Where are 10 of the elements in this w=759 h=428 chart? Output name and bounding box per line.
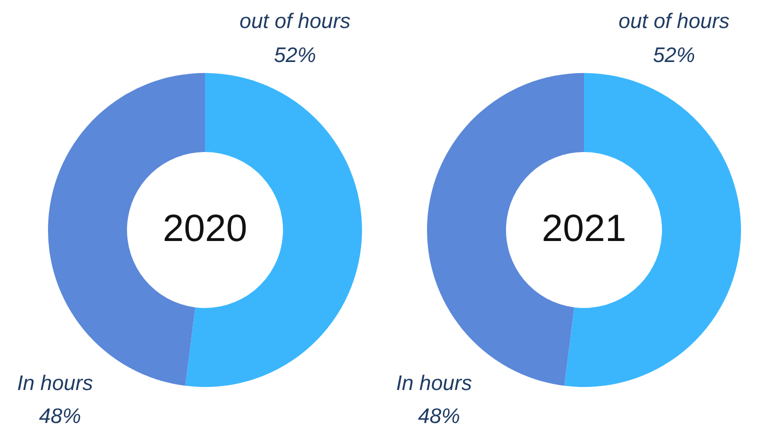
slice-label: In hours — [17, 372, 94, 395]
text: 2020 — [162, 208, 248, 250]
data-label: 48% — [418, 405, 460, 428]
text: 2021 — [542, 208, 626, 250]
data-label: 48% — [38, 405, 82, 428]
slice-label: out of hours — [240, 10, 351, 33]
data-label: 52% — [652, 44, 696, 67]
slice-label: In hours — [396, 372, 472, 395]
slice-label: out of hours — [618, 10, 730, 33]
data-label: 52% — [274, 44, 316, 67]
